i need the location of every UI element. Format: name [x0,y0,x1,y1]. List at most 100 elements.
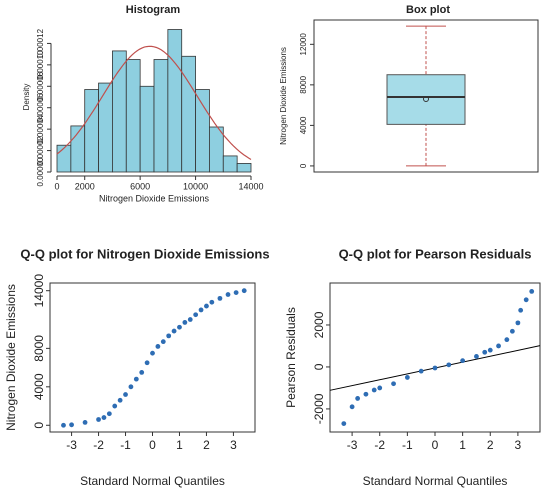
y-tick-label: 4000 [32,373,46,400]
point [177,324,182,330]
y-tick-label: 2000 [312,311,326,338]
bar [112,50,127,173]
y-tick-label: 8000 [32,335,46,362]
x-tick-label: -3 [66,438,77,452]
y-tick-label: 0 [299,163,308,168]
point [233,290,239,296]
point [128,384,134,390]
point [432,365,438,371]
y-tick-label: 0.00012 [36,28,45,57]
point [182,320,188,325]
point [204,303,209,309]
point [404,375,410,380]
x-tick-label: -3 [347,438,358,452]
x-tick-label: 3 [515,438,522,452]
point [487,347,493,353]
bar [139,85,155,173]
point [160,339,166,345]
x-tick-label: -1 [120,438,131,452]
x-tick-label: -1 [402,438,413,452]
point [144,360,150,366]
point [355,396,361,401]
x-tick-label: 1 [459,438,466,452]
y-tick-label: 0.00006 [36,93,45,122]
bar [181,55,196,173]
chart-title: Q-Q plot for Nitrogen Dioxide Emissions [20,246,269,261]
point [150,350,155,356]
bar [167,29,183,173]
point [171,328,177,334]
x-axis-label: Nitrogen Dioxide Emissions [99,193,210,203]
point [496,343,501,349]
point [529,288,535,294]
point [166,333,172,339]
point [61,422,66,428]
x-tick-label: 6000 [130,181,150,191]
x-tick-label: 0 [149,438,156,452]
x-tick-label: 10000 [183,181,208,191]
y-axis-label: Nitrogen Dioxide Emissions [4,284,18,431]
x-tick-label: 3 [230,438,237,452]
point [198,307,204,313]
x-tick-label: 2 [203,438,210,452]
point [504,337,510,343]
point [523,297,529,303]
bar [84,89,99,173]
point [460,358,466,364]
bar [98,82,113,173]
point [509,328,515,334]
chart-title: Histogram [126,4,181,16]
point [106,411,112,417]
x-tick-label: -2 [93,438,104,452]
x-axis-label: Standard Normal Quantiles [80,474,225,488]
point [241,288,247,294]
point [187,317,193,322]
point [96,417,101,422]
point [363,391,369,397]
bar [236,163,252,173]
point [377,385,383,391]
plot-frame [313,19,539,173]
y-tick-label: 0 [32,422,46,429]
box [386,74,466,125]
point [217,295,223,301]
point [474,354,479,359]
bar [153,59,169,173]
point [391,381,396,387]
point [123,392,128,397]
point [515,320,521,326]
y-tick-label: -2000 [312,393,326,424]
bar [56,144,72,173]
y-tick-label: 8000 [299,75,308,93]
point [341,421,347,427]
y-axis-label: Pearson Residuals [284,307,298,408]
y-tick-label: 0.00002 [36,136,45,165]
y-tick-label: 4000 [299,116,308,134]
y-tick-label: 0.00010 [36,50,45,79]
point [139,370,145,375]
chart-title: Q-Q plot for Pearson Residuals [339,246,532,261]
bar [195,89,210,173]
point [193,312,199,318]
point [117,397,123,403]
x-tick-label: 14000 [238,181,263,191]
density-curve [56,45,252,161]
point [112,403,118,409]
point [82,419,88,425]
bar [222,155,238,173]
mean-marker [423,96,429,103]
point [69,422,74,428]
x-tick-label: 0 [54,181,59,191]
x-tick-label: 0 [432,438,439,452]
point [482,349,488,355]
point [225,292,231,297]
y-tick-label: 14000 [32,274,46,308]
x-axis-label: Standard Normal Quantiles [363,474,508,488]
point [155,344,161,349]
plot-frame [329,282,541,433]
x-tick-label: 1 [176,438,183,452]
point [133,376,139,382]
bar [209,126,224,173]
x-tick-label: 2000 [75,181,95,191]
